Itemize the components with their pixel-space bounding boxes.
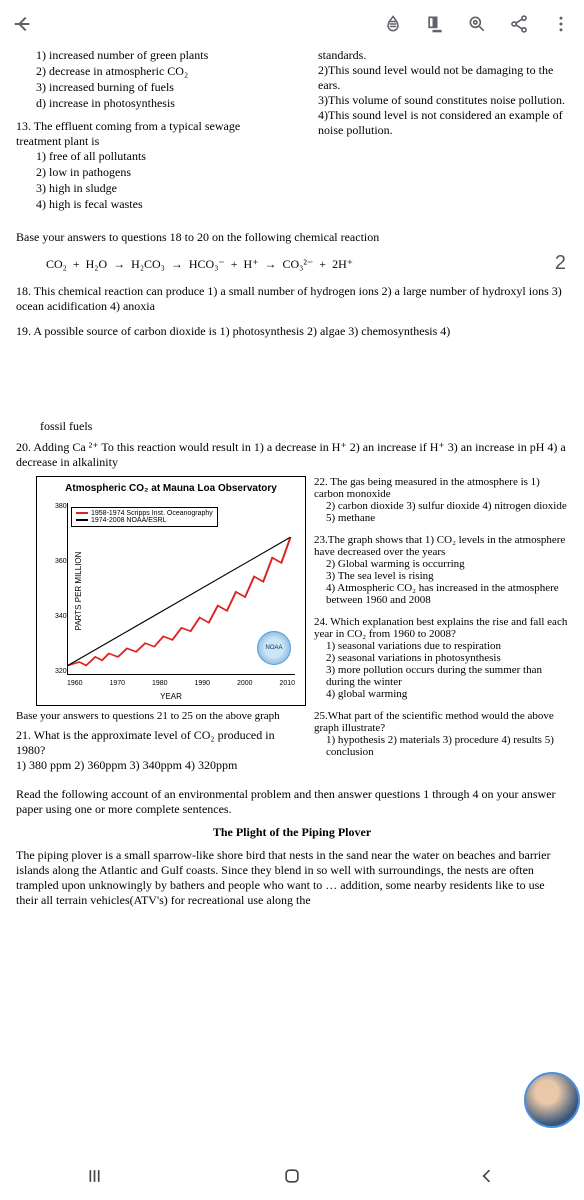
page-number-badge: 2 xyxy=(555,252,566,275)
back-icon[interactable] xyxy=(12,13,34,35)
top-right-block: standards. 2)This sound level would not … xyxy=(298,48,568,218)
profile-avatar[interactable] xyxy=(524,1072,580,1128)
question-18: 18. This chemical reaction can produce 1… xyxy=(16,284,568,314)
option: 2) decrease in atmospheric CO₂ xyxy=(36,64,286,79)
chemical-reaction: CO₂+ H₂O→ H₂CO₃→ HCO₃⁻+ H⁺→ CO₃²⁻+ 2H⁺ xyxy=(16,251,568,278)
top-left-block: 1) increased number of green plants 2) d… xyxy=(16,48,286,218)
noaa-logo: NOAA xyxy=(257,631,291,665)
passage-title: The Plight of the Piping Plover xyxy=(16,825,568,840)
option: 3) increased burning of fuels xyxy=(36,80,286,95)
fossil-fuels: fossil fuels xyxy=(16,419,568,434)
search-icon[interactable] xyxy=(466,13,488,35)
nav-back-button[interactable] xyxy=(475,1164,499,1188)
question-23: 23.The graph shows that 1) CO₂ levels in… xyxy=(314,534,568,606)
co2-chart: Atmospheric CO₂ at Mauna Loa Observatory… xyxy=(36,476,306,706)
share-icon[interactable] xyxy=(508,13,530,35)
question-19: 19. A possible source of carbon dioxide … xyxy=(16,324,568,339)
question-24: 24. Which explanation best explains the … xyxy=(314,616,568,700)
y-ticks: 380 360 340 320 xyxy=(55,503,67,675)
option: 1) increased number of green plants xyxy=(36,48,286,63)
x-ticks: 1960 1970 1980 1990 2000 2010 xyxy=(67,680,295,687)
question-25: 25.What part of the scientific method wo… xyxy=(314,710,568,758)
read-instructions: Read the following account of an environ… xyxy=(16,787,568,817)
option: 4) high is fecal wastes xyxy=(36,197,286,212)
home-button[interactable] xyxy=(280,1164,304,1188)
question-20: 20. Adding Ca ²⁺ To this reaction would … xyxy=(16,440,568,470)
chart-caption: Base your answers to questions 21 to 25 … xyxy=(16,710,306,722)
question-22: 22. The gas being measured in the atmosp… xyxy=(314,476,568,524)
drop-icon[interactable] xyxy=(382,13,404,35)
chart-title: Atmospheric CO₂ at Mauna Loa Observatory xyxy=(37,477,305,498)
option: 2)This sound level would not be damaging… xyxy=(318,63,568,93)
passage-body: The piping plover is a small sparrow-lik… xyxy=(16,848,568,908)
option: 1) free of all pollutants xyxy=(36,149,286,164)
option: 3) high in sludge xyxy=(36,181,286,196)
option: 4)This sound level is not considered an … xyxy=(318,108,568,138)
chart-legend: 1958-1974 Scripps Inst. Oceanography 197… xyxy=(71,507,218,527)
option: d) increase in photosynthesis xyxy=(36,96,286,111)
document-icon[interactable] xyxy=(424,13,446,35)
baseline-18-20: Base your answers to questions 18 to 20 … xyxy=(16,230,568,245)
x-axis-label: YEAR xyxy=(160,692,182,701)
question-13: 13. The effluent coming from a typical s… xyxy=(16,119,286,149)
option: 3)This volume of sound constitutes noise… xyxy=(318,93,568,108)
more-icon[interactable] xyxy=(550,13,572,35)
option: standards. xyxy=(318,48,568,63)
option: 2) low in pathogens xyxy=(36,165,286,180)
recent-apps-button[interactable] xyxy=(85,1164,109,1188)
question-21: 21. What is the approximate level of CO₂… xyxy=(16,728,306,773)
